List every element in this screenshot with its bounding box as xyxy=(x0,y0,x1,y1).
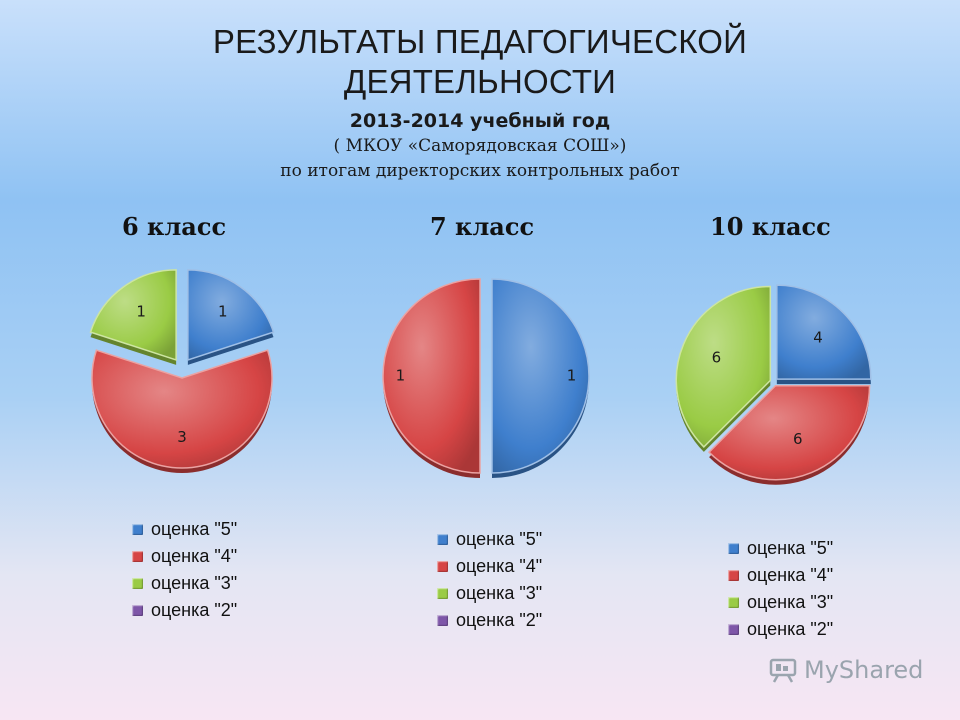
legend-item: оценка "5" xyxy=(728,535,833,562)
header: РЕЗУЛЬТАТЫ ПЕДАГОГИЧЕСКОЙ ДЕЯТЕЛЬНОСТИ 2… xyxy=(0,22,960,184)
watermark: MyShared xyxy=(768,656,923,684)
legend-label: оценка "5" xyxy=(151,519,238,539)
pie-slice-side-grade-5 xyxy=(187,274,274,365)
legend-swatch-grade-5 xyxy=(132,524,143,535)
legend-item: оценка "5" xyxy=(437,526,542,553)
legend-label: оценка "2" xyxy=(747,619,834,639)
pie-slice-side-grade-3 xyxy=(90,274,177,365)
legend-label: оценка "2" xyxy=(456,610,543,630)
legend-swatch-grade-2 xyxy=(132,605,143,616)
legend-item: оценка "5" xyxy=(132,516,237,543)
legend-swatch-grade-4 xyxy=(728,570,739,581)
data-label-grade-4: 3 xyxy=(177,428,187,446)
pie-slice-grade-5 xyxy=(187,269,275,361)
legend-swatch-grade-5 xyxy=(728,543,739,554)
presentation-board-icon xyxy=(769,658,797,683)
legend-item: оценка "3" xyxy=(437,580,542,607)
chart-title-grade-6: 6 класс xyxy=(122,212,227,241)
data-label-grade-3: 6 xyxy=(712,349,722,367)
pie-slice-grade-4 xyxy=(382,278,481,474)
data-label-grade-5: 1 xyxy=(567,367,577,385)
legend-item: оценка "3" xyxy=(728,589,833,616)
legend-item: оценка "2" xyxy=(728,616,833,643)
data-label-grade-3: 1 xyxy=(136,302,146,320)
data-label-grade-4: 6 xyxy=(793,430,803,448)
legend-item: оценка "4" xyxy=(132,543,237,570)
academic-year: 2013-2014 учебный год xyxy=(349,110,611,132)
legend-swatch-grade-4 xyxy=(437,561,448,572)
pie-slice-grade-3 xyxy=(89,269,177,361)
legend-grade-6: оценка "5" оценка "4" оценка "3" оценка … xyxy=(132,516,237,624)
pie-slice-side-grade-5 xyxy=(776,290,871,385)
pie-slice-grade-3 xyxy=(675,285,772,448)
legend-label: оценка "5" xyxy=(456,529,543,549)
pie-slice-side-grade-4 xyxy=(709,390,870,485)
pie-slice-side-grade-4 xyxy=(383,284,480,478)
legend-item: оценка "4" xyxy=(728,562,833,589)
page-title-line-2: ДЕЯТЕЛЬНОСТИ xyxy=(343,63,617,100)
legend-label: оценка "5" xyxy=(747,538,834,558)
legend-grade-7: оценка "5" оценка "4" оценка "3" оценка … xyxy=(437,526,542,634)
legend-swatch-grade-3 xyxy=(437,588,448,599)
pie-slice-side-grade-3 xyxy=(676,291,771,452)
pie-slice-grade-4 xyxy=(91,349,273,469)
legend-swatch-grade-3 xyxy=(132,578,143,589)
legend-swatch-grade-2 xyxy=(437,615,448,626)
pie-slice-side-grade-5 xyxy=(492,284,589,478)
legend-swatch-grade-3 xyxy=(728,597,739,608)
data-label-grade-4: 1 xyxy=(396,367,406,385)
chart-title-grade-10: 10 класс xyxy=(710,212,831,241)
legend-label: оценка "2" xyxy=(151,600,238,620)
legend-label: оценка "3" xyxy=(747,592,834,612)
legend-swatch-grade-5 xyxy=(437,534,448,545)
legend-item: оценка "2" xyxy=(132,597,237,624)
data-label-grade-5: 1 xyxy=(218,302,228,320)
watermark-text: MyShared xyxy=(804,656,924,684)
school-name: ( МКОУ «Саморядовская СОШ») xyxy=(333,136,627,156)
pie-slice-side-grade-4 xyxy=(92,355,272,473)
pie-slice-grade-5 xyxy=(776,284,872,380)
results-basis: по итогам директорских контрольных работ xyxy=(280,161,680,181)
legend-swatch-grade-4 xyxy=(132,551,143,562)
page-title-line-1: РЕЗУЛЬТАТЫ ПЕДАГОГИЧЕСКОЙ xyxy=(212,23,748,60)
pie-slice-grade-5 xyxy=(491,278,590,474)
legend-label: оценка "3" xyxy=(151,573,238,593)
legend-grade-10: оценка "5" оценка "4" оценка "3" оценка … xyxy=(728,535,833,643)
legend-item: оценка "2" xyxy=(437,607,542,634)
chart-title-grade-7: 7 класс xyxy=(430,212,535,241)
data-label-grade-5: 4 xyxy=(813,328,823,346)
pie-slice-grade-4 xyxy=(708,384,871,481)
legend-item: оценка "3" xyxy=(132,570,237,597)
legend-label: оценка "4" xyxy=(456,556,543,576)
legend-swatch-grade-2 xyxy=(728,624,739,635)
legend-label: оценка "4" xyxy=(151,546,238,566)
legend-label: оценка "3" xyxy=(456,583,543,603)
legend-item: оценка "4" xyxy=(437,553,542,580)
legend-label: оценка "4" xyxy=(747,565,834,585)
